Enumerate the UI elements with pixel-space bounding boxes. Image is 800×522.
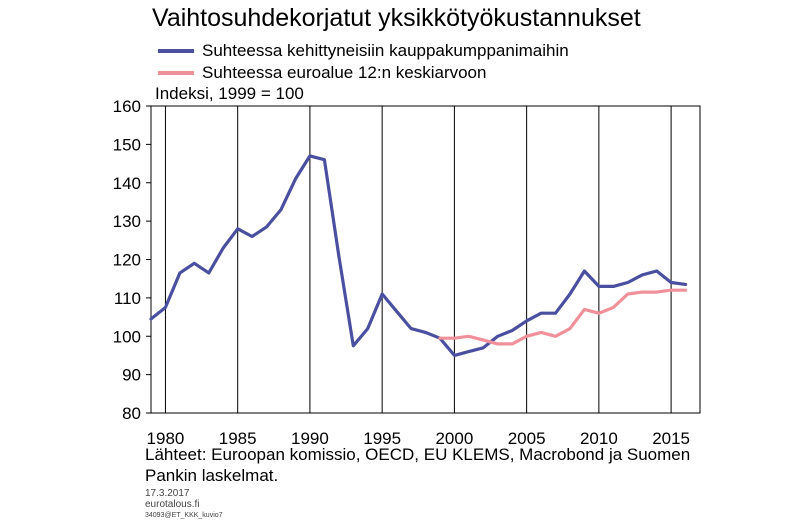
x-tick-label-1985: 1985	[219, 429, 257, 448]
series-line-0	[149, 154, 688, 357]
y-tick-label-140: 140	[113, 174, 141, 193]
y-tick-label-160: 160	[113, 97, 141, 116]
x-tick-label-1990: 1990	[291, 429, 329, 448]
series-line-1	[438, 288, 688, 346]
x-tick-label-2010: 2010	[580, 429, 618, 448]
legend-item-euro: Suhteessa euroalue 12:n keskiarvoon	[158, 62, 569, 84]
footer-date: 17.3.2017	[145, 488, 190, 499]
x-tick-label-2005: 2005	[508, 429, 546, 448]
plot-frame	[150, 105, 701, 414]
legend-swatch-developed	[158, 49, 194, 53]
unit-label: Indeksi, 1999 = 100	[155, 84, 304, 103]
legend-label-developed: Suhteessa kehittyneisiin kauppakumppanim…	[202, 41, 569, 60]
legend-item-developed: Suhteessa kehittyneisiin kauppakumppanim…	[158, 40, 569, 62]
x-tick-label-2000: 2000	[435, 429, 473, 448]
chart-title: Vaihtosuhdekorjatut yksikkötyökustannuks…	[152, 4, 641, 32]
y-tick-label-90: 90	[122, 366, 141, 385]
y-tick-label-100: 100	[113, 327, 141, 346]
y-tick-label-130: 130	[113, 212, 141, 231]
x-tick-label-2015: 2015	[652, 429, 690, 448]
source-note: Lähteet: Euroopan komissio, OECD, EU KLE…	[145, 445, 691, 485]
y-tick-label-110: 110	[114, 289, 141, 308]
chart-legend: Suhteessa kehittyneisiin kauppakumppanim…	[158, 40, 569, 84]
footer: 17.3.2017 eurotalous.fi 34093@ET_KKK_kuv…	[145, 488, 223, 521]
legend-label-euro: Suhteessa euroalue 12:n keskiarvoon	[202, 63, 487, 82]
y-tick-label-150: 150	[113, 135, 141, 154]
footer-code: 34093@ET_KKK_kuvio7	[145, 512, 223, 519]
x-tick-label-1980: 1980	[147, 429, 185, 448]
legend-swatch-euro	[158, 71, 194, 75]
y-tick-label-120: 120	[113, 251, 141, 270]
y-tick-label-80: 80	[122, 404, 141, 423]
x-tick-label-1995: 1995	[363, 429, 401, 448]
footer-site: eurotalous.fi	[145, 499, 200, 510]
